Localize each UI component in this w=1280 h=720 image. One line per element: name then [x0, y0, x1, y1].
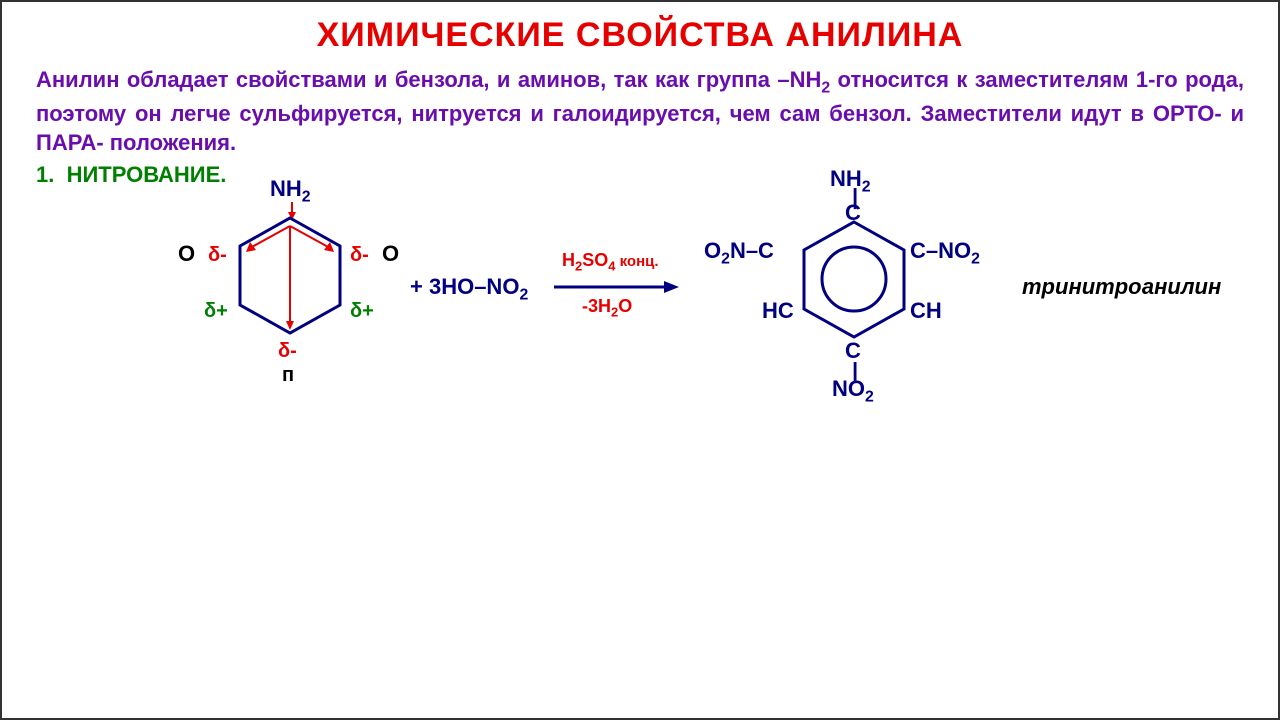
page-title: ХИМИЧЕСКИЕ СВОЙСТВА АНИЛИНА	[2, 2, 1278, 55]
para-n-label: п	[282, 364, 294, 387]
product-nh2: NH2	[830, 166, 871, 196]
product-ch: CH	[910, 298, 942, 324]
delta-plus-bl: δ+	[204, 300, 228, 323]
ortho-o-left: О	[178, 241, 195, 267]
product-c-no2: C–NO2	[910, 238, 980, 268]
reactant-hexagon	[240, 218, 340, 333]
delta-minus-para: δ-	[278, 340, 297, 363]
intro-paragraph: Анилин обладает свойствами и бензола, и …	[2, 55, 1278, 162]
product-hexagon	[804, 222, 904, 337]
product-hc: HC	[762, 298, 794, 324]
product-o2n-c: O2N–C	[704, 238, 774, 268]
product-name-label: тринитроанилин	[1022, 274, 1221, 300]
delta-minus-tl: δ-	[208, 244, 227, 267]
delta-plus-br: δ+	[350, 300, 374, 323]
reagent-formula: + 3HO–NO2	[410, 274, 528, 304]
reaction-diagram: NH2 О О δ- δ- δ+ δ+ δ- п + 3HO–NO2 H2SO4…	[2, 188, 1278, 518]
arrow-top-label: H2SO4 конц.	[562, 250, 659, 274]
product-no2: NO2	[832, 376, 874, 406]
ortho-o-right: О	[382, 241, 399, 267]
section-1-label: 1. НИТРОВАНИЕ.	[2, 162, 1278, 188]
delta-minus-tr: δ-	[350, 244, 369, 267]
arrow-bottom-label: -3H2O	[582, 296, 632, 320]
